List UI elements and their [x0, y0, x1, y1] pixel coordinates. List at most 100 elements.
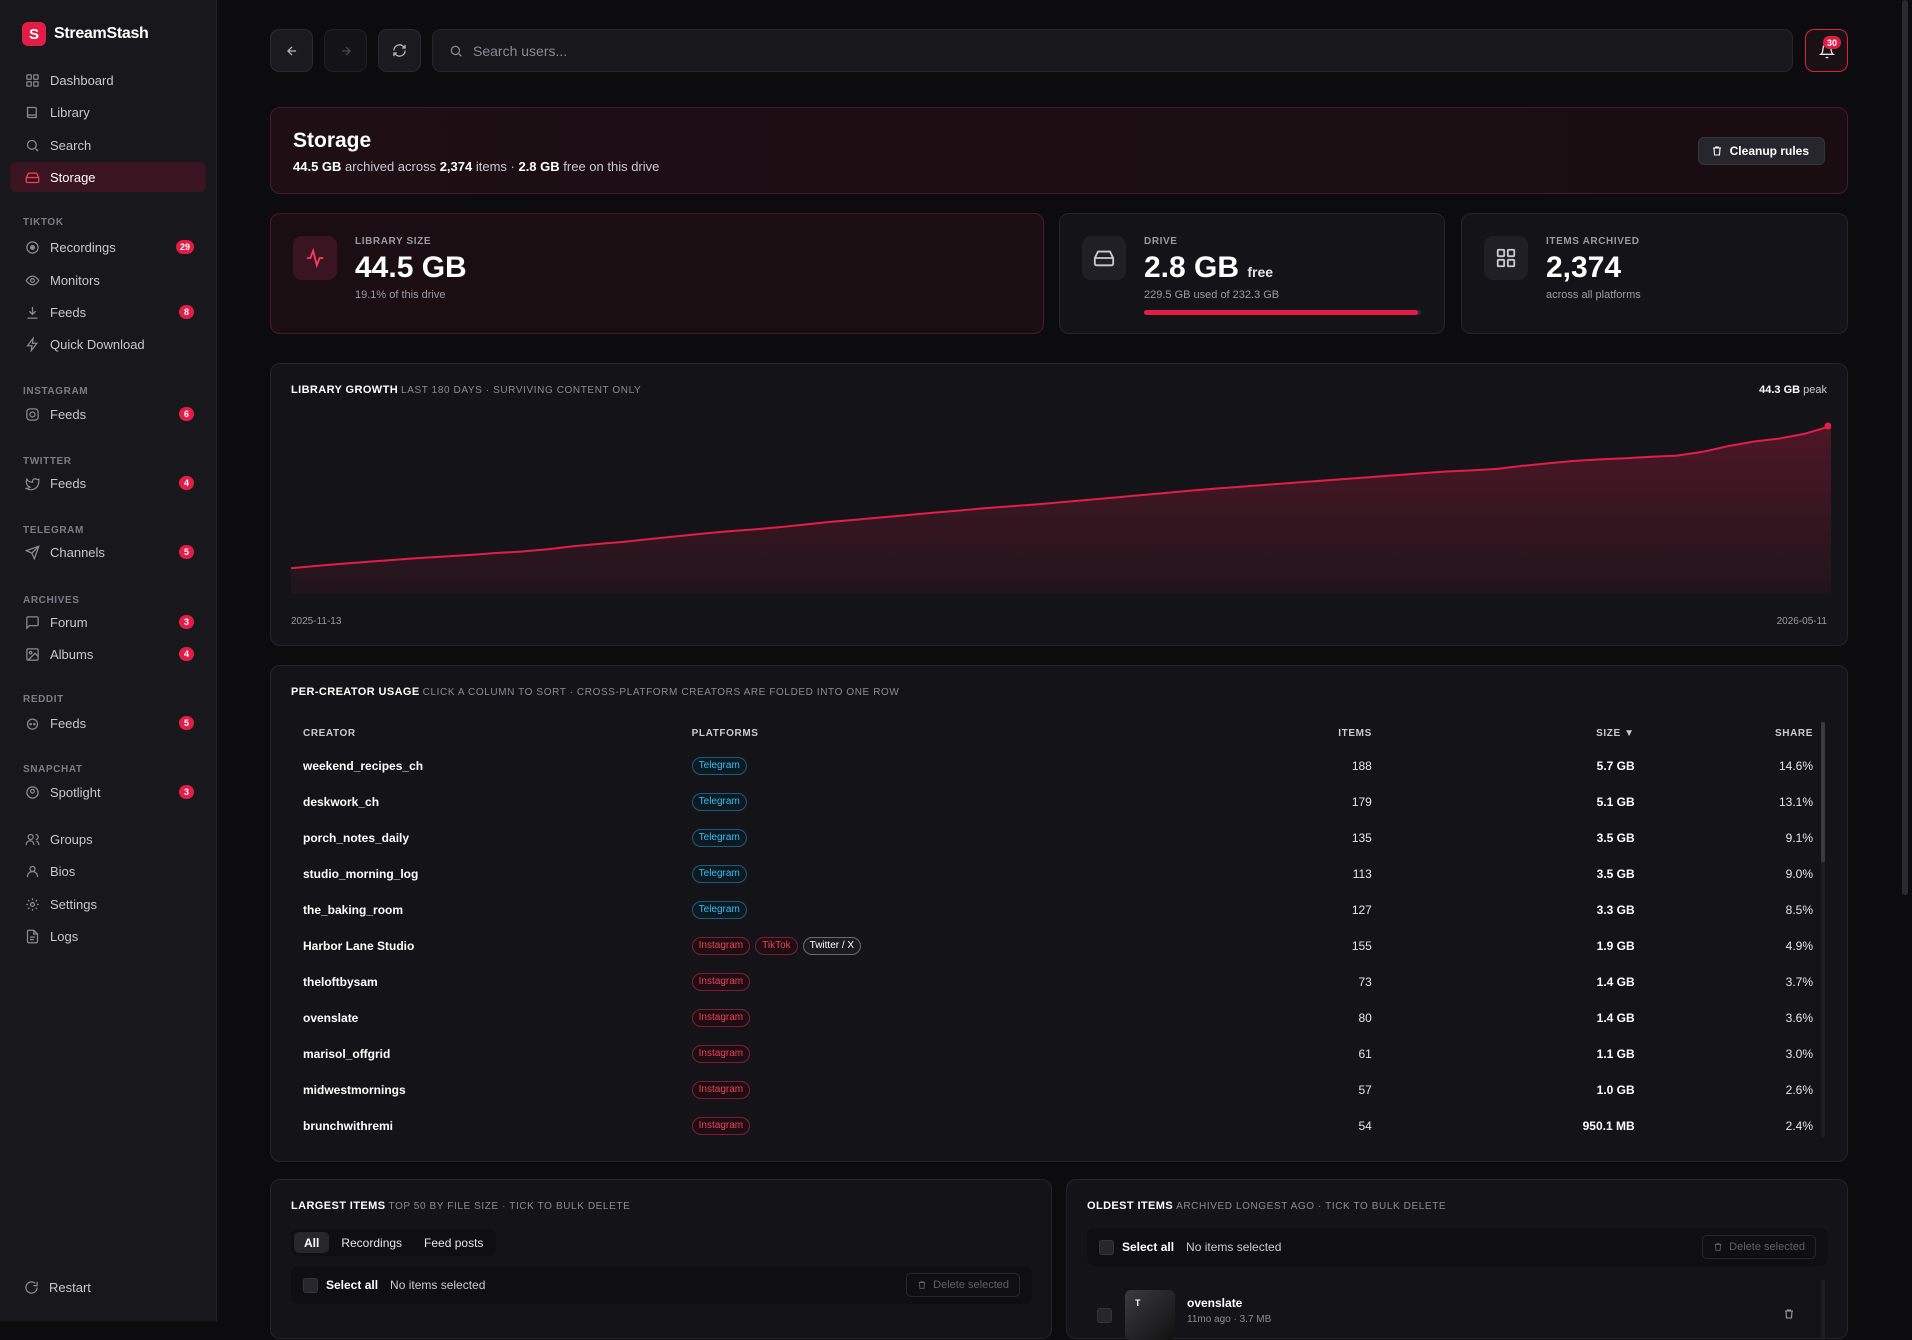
download-icon [24, 304, 40, 320]
page-scrollbar[interactable] [1901, 0, 1909, 1321]
creator-name[interactable]: midwestmornings [303, 1083, 406, 1097]
share-value: 3.0% [1785, 1047, 1813, 1061]
sidebar-item-library[interactable]: Library [10, 97, 206, 127]
column-size[interactable]: SIZE ▼ [1596, 728, 1635, 739]
sidebar-item-groups[interactable]: Groups [10, 824, 206, 854]
gear-icon [24, 896, 40, 912]
creator-name[interactable]: deskwork_ch [303, 795, 380, 809]
sidebar-item-tiktok-feeds[interactable]: Feeds 8 [10, 297, 206, 327]
select-all-label[interactable]: Select all [1122, 1240, 1175, 1254]
creator-name[interactable]: brunchwithremi [303, 1119, 394, 1133]
tab-recordings[interactable]: Recordings [341, 1235, 403, 1250]
largest-items-card: LARGEST ITEMS TOP 50 BY FILE SIZE · TICK … [270, 1179, 1052, 1339]
sidebar-item-instagram-feeds[interactable]: Feeds 6 [10, 399, 206, 429]
activity-icon [293, 236, 337, 280]
table-row[interactable]: midwestmornings Instagram 57 1.0 GB 2.6% [295, 1072, 1813, 1108]
x-axis-start-label: 2025-11-13 [291, 616, 342, 627]
table-row[interactable]: ovenslate Instagram 80 1.4 GB 3.6% [295, 1000, 1813, 1036]
items-count: 73 [1358, 975, 1372, 989]
sidebar-item-telegram-channels[interactable]: Channels 5 [10, 537, 206, 567]
column-platforms[interactable]: PLATFORMS [691, 728, 759, 739]
table-scrollbar-thumb[interactable] [1821, 722, 1825, 862]
oldest-item-row[interactable]: T ovenslate 11mo ago · 3.7 MB [1087, 1284, 1807, 1340]
drive-usage-text: 229.5 GB used of 232.3 GB [1144, 289, 1280, 301]
table-row[interactable]: theloftbysam Instagram 73 1.4 GB 3.7% [295, 964, 1813, 1000]
sidebar-item-dashboard[interactable]: Dashboard [10, 65, 206, 95]
archived-text: archived across [341, 159, 440, 174]
delete-selected-button[interactable]: Delete selected [1702, 1235, 1816, 1259]
column-creator[interactable]: CREATOR [303, 728, 356, 739]
table-row[interactable]: marisol_offgrid Instagram 61 1.1 GB 3.0% [295, 1036, 1813, 1072]
creator-name[interactable]: marisol_offgrid [303, 1047, 391, 1061]
sidebar-item-label: Feeds [50, 406, 87, 422]
creator-name[interactable]: theloftbysam [303, 975, 378, 989]
creator-name[interactable]: Harbor Lane Studio [303, 939, 415, 953]
brand[interactable]: S StreamStash [22, 22, 149, 46]
oldest-scrollbar[interactable] [1821, 1280, 1825, 1340]
nav-section-title: SNAPCHAT [23, 764, 83, 775]
largest-subtitle: TOP 50 BY FILE SIZE · TICK TO BULK DELET… [388, 1201, 631, 1212]
table-row[interactable]: porch_notes_daily Telegram 135 3.5 GB 9.1% [295, 820, 1813, 856]
table-row[interactable]: deskwork_ch Telegram 179 5.1 GB 13.1% [295, 784, 1813, 820]
nav-section-title: TELEGRAM [23, 525, 84, 536]
select-all-checkbox[interactable] [303, 1277, 318, 1293]
table-row[interactable]: Harbor Lane Studio Instagram TikTok Twitter… [295, 928, 1813, 964]
notifications-button[interactable]: 30 [1805, 29, 1848, 72]
table-scrollbar[interactable] [1821, 722, 1825, 1137]
largest-tabs: All Recordings Feed posts [291, 1229, 497, 1256]
refresh-button[interactable] [378, 29, 421, 72]
column-share[interactable]: SHARE [1774, 728, 1813, 739]
nav-section-title: ARCHIVES [23, 595, 80, 606]
drive-usage-bar [1144, 310, 1421, 315]
back-button[interactable] [270, 29, 313, 72]
restart-button[interactable]: Restart [24, 1280, 91, 1295]
search-input[interactable] [473, 42, 1673, 59]
sidebar-item-snapchat-spotlight[interactable]: Spotlight 3 [10, 777, 206, 807]
creator-name[interactable]: ovenslate [303, 1011, 359, 1025]
forward-button[interactable] [324, 29, 367, 72]
creator-name[interactable]: the_baking_room [303, 903, 404, 917]
tab-all[interactable]: All [294, 1232, 330, 1253]
creator-name[interactable]: weekend_recipes_ch [303, 759, 424, 773]
nav-section-title: TWITTER [23, 456, 72, 467]
sidebar-item-label: Recordings [50, 239, 116, 255]
page-scrollbar-thumb[interactable] [1902, 0, 1908, 895]
sidebar-item-archives-forum[interactable]: Forum 3 [10, 607, 206, 637]
items-count: 188 [1351, 759, 1372, 773]
delete-selected-button[interactable]: Delete selected [906, 1273, 1020, 1297]
select-all-label[interactable]: Select all [326, 1278, 379, 1292]
tab-feed-posts[interactable]: Feed posts [424, 1235, 484, 1250]
creator-name[interactable]: porch_notes_daily [303, 831, 410, 845]
table-row[interactable]: studio_morning_log Telegram 113 3.5 GB 9.0% [295, 856, 1813, 892]
x-axis-end-label: 2026-05-11 [1776, 616, 1827, 627]
sidebar-item-archives-albums[interactable]: Albums 4 [10, 639, 206, 669]
table-row[interactable]: the_baking_room Telegram 127 3.3 GB 8.5% [295, 892, 1813, 928]
sidebar-item-settings[interactable]: Settings [10, 889, 206, 919]
select-all-checkbox[interactable] [1099, 1239, 1114, 1255]
size-value: 5.7 GB [1596, 759, 1635, 773]
free-size: 2.8 GB [518, 159, 560, 174]
table-row[interactable]: brunchwithremi Instagram 54 950.1 MB 2.4% [295, 1108, 1813, 1144]
platforms-cell: Instagram [684, 1108, 983, 1144]
share-value: 4.9% [1785, 939, 1813, 953]
sidebar-item-label: Albums [50, 646, 94, 662]
table-row[interactable]: weekend_recipes_ch Telegram 188 5.7 GB 14.6% [295, 748, 1813, 784]
growth-area [291, 426, 1831, 594]
platform-badge-tiktok: TikTok [755, 937, 798, 955]
sidebar-item-bios[interactable]: Bios [10, 856, 206, 886]
sidebar-item-storage[interactable]: Storage [10, 162, 206, 192]
sidebar-item-logs[interactable]: Logs [10, 921, 206, 951]
column-items[interactable]: ITEMS [1338, 728, 1372, 739]
sidebar-item-reddit-feeds[interactable]: Feeds 5 [10, 708, 206, 738]
sidebar-item-search[interactable]: Search [10, 130, 206, 160]
sidebar-item-twitter-feeds[interactable]: Feeds 4 [10, 468, 206, 498]
platform-badge-instagram: Instagram [691, 1117, 751, 1135]
sidebar-item-tiktok-quick-download[interactable]: Quick Download [10, 329, 206, 359]
trash-icon[interactable] [1783, 1308, 1795, 1320]
sidebar-item-tiktok-monitors[interactable]: Monitors [10, 265, 206, 295]
sidebar-item-tiktok-recordings[interactable]: Recordings 29 [10, 232, 206, 262]
creators-title: PER-CREATOR USAGE CLICK A COLUMN TO SORT … [291, 686, 900, 698]
cleanup-rules-button[interactable]: Cleanup rules [1697, 137, 1825, 165]
grid-icon [24, 72, 40, 88]
creator-name[interactable]: studio_morning_log [303, 867, 419, 881]
